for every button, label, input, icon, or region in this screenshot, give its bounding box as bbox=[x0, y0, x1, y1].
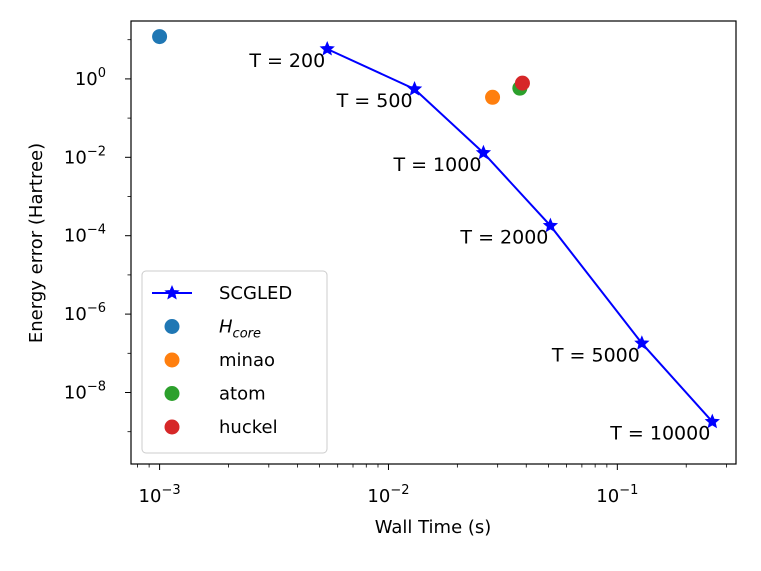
x-axis-label: Wall Time (s) bbox=[375, 517, 492, 538]
x-tick-label-base: 10 bbox=[367, 486, 390, 507]
point-label: T = 1000 bbox=[392, 154, 481, 176]
x-tick-label-base: 10 bbox=[596, 486, 619, 507]
y-tick-label-base: 10 bbox=[64, 383, 87, 404]
scgled-point bbox=[319, 40, 335, 56]
scgled-point bbox=[406, 81, 423, 96]
scgled-point bbox=[704, 413, 720, 429]
series-point-huckel bbox=[514, 75, 530, 91]
y-tick-label-base: 10 bbox=[64, 304, 87, 325]
y-tick-label-exponent: −6 bbox=[87, 301, 106, 316]
x-tick-label: 10−1 bbox=[596, 483, 638, 507]
legend-entries: SCGLED Hcore minao atom huckel bbox=[152, 283, 292, 438]
scgled-point bbox=[475, 144, 492, 160]
plot-marks bbox=[152, 29, 720, 429]
y-tick-label-base: 10 bbox=[75, 69, 98, 90]
point-label: T = 10000 bbox=[609, 423, 710, 445]
y-tick-label: 100 bbox=[75, 66, 106, 90]
x-axis-ticks: 10−3 10−2 10−1 bbox=[137, 464, 727, 507]
point-label: T = 200 bbox=[248, 50, 325, 72]
plot-frame bbox=[130, 20, 737, 465]
legend: SCGLED Hcore minao atom huckel bbox=[141, 270, 328, 454]
legend-dot-marker bbox=[164, 386, 180, 401]
point-annotations: T = 200 T = 500 T = 1000 T = 2000 T = 5000 T … bbox=[248, 50, 710, 445]
x-tick-label: 10−3 bbox=[139, 483, 181, 507]
y-tick-label-base: 10 bbox=[64, 147, 87, 168]
point-label: T = 500 bbox=[336, 90, 413, 112]
y-tick-label: 10−2 bbox=[64, 144, 106, 168]
legend-label: Hcore bbox=[219, 317, 261, 342]
series-point-minao bbox=[485, 89, 501, 105]
scgled-point bbox=[542, 217, 559, 233]
point-label: T = 2000 bbox=[459, 227, 548, 249]
legend-label-main: H bbox=[219, 317, 233, 338]
y-tick-label-base: 10 bbox=[64, 226, 87, 247]
y-tick-label-exponent: −2 bbox=[87, 144, 106, 159]
y-tick-label-exponent: 0 bbox=[98, 66, 106, 81]
legend-label: minao bbox=[219, 350, 275, 371]
point-label: T = 5000 bbox=[551, 344, 640, 366]
x-tick-label-exponent: −2 bbox=[390, 483, 409, 498]
legend-dot-marker bbox=[164, 419, 180, 435]
y-tick-label: 10−8 bbox=[64, 380, 106, 404]
x-tick-label-exponent: −3 bbox=[161, 483, 180, 498]
series-point-h bbox=[152, 29, 168, 45]
legend-dot-marker bbox=[164, 319, 180, 334]
y-tick-label-exponent: −8 bbox=[87, 380, 106, 395]
x-tick-label-exponent: −1 bbox=[619, 483, 638, 498]
legend-label: atom bbox=[219, 384, 266, 405]
legend-label-subscript: core bbox=[233, 327, 261, 342]
y-tick-label: 10−6 bbox=[64, 301, 106, 325]
y-tick-label: 10−4 bbox=[64, 223, 106, 247]
legend-box bbox=[141, 270, 328, 454]
series-line-scgled bbox=[326, 48, 714, 423]
legend-label: huckel bbox=[219, 417, 278, 438]
legend-star-marker bbox=[164, 284, 180, 300]
y-tick-label-exponent: −4 bbox=[87, 223, 106, 238]
x-tick-label: 10−2 bbox=[367, 483, 409, 507]
legend-dot-marker bbox=[164, 352, 180, 368]
legend-label: SCGLED bbox=[219, 283, 292, 304]
y-axis-label: Energy error (Hartree) bbox=[26, 143, 47, 343]
scgled-point bbox=[634, 335, 650, 350]
x-tick-label-base: 10 bbox=[139, 486, 162, 507]
